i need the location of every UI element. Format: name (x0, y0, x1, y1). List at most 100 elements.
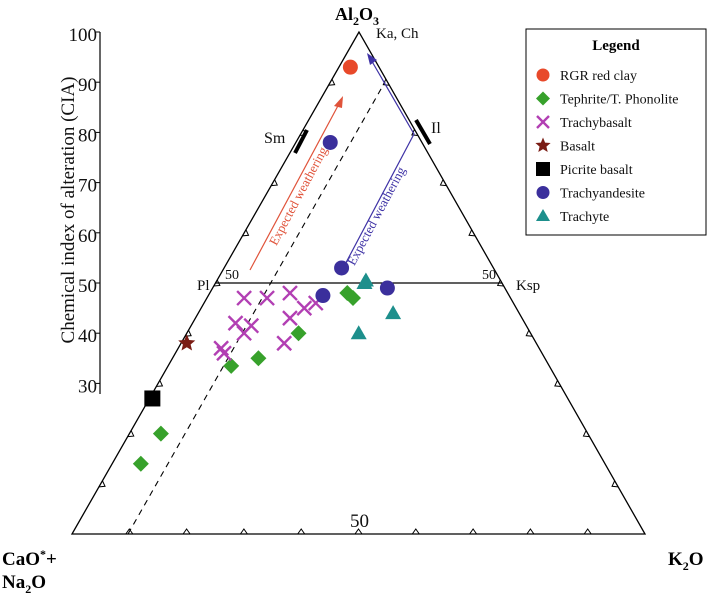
side-tick (242, 229, 250, 237)
data-point (213, 340, 230, 357)
data-point (296, 300, 313, 316)
red-arrow-shaft (249, 101, 341, 271)
data-point (276, 335, 293, 352)
data-point (282, 285, 298, 301)
legend-entry-label: Basalt (560, 140, 595, 155)
il-mark (414, 118, 432, 146)
side-tick (125, 528, 134, 535)
cia-tick-labels: 100 90 80 70 60 50 40 30 (69, 25, 100, 397)
data-point (152, 425, 169, 442)
side-tick (439, 179, 447, 187)
tick-layer (98, 78, 619, 535)
side-tick (127, 430, 135, 438)
side-tick (411, 129, 418, 136)
data-point (379, 280, 395, 296)
legend-entry-label: Tephrite/T. Phonolite (560, 93, 679, 108)
apex-al2o3-label: Al2O3 (335, 4, 379, 28)
cia-tick-label: 60 (78, 226, 97, 247)
data-point (223, 357, 240, 374)
legend-entry-label: RGR red clay (560, 69, 637, 84)
side-tick (468, 229, 476, 237)
data-point (350, 325, 367, 340)
side-tick (526, 528, 535, 535)
side-tick (583, 528, 592, 535)
side-tick (582, 430, 590, 438)
mineral-label-il: Il (431, 120, 441, 137)
side-tick (525, 329, 533, 337)
data-point (342, 59, 358, 75)
sm-mark (293, 129, 309, 154)
legend-entry-label: Trachyte (560, 210, 609, 225)
data-point (334, 260, 350, 276)
data-point (356, 275, 373, 289)
side-tick (297, 528, 306, 535)
apex-cao-na2o-label-line1: CaO*+ (2, 547, 57, 570)
side-tick (328, 78, 336, 86)
side-tick (182, 528, 191, 535)
cia-tick-label: 70 (78, 176, 97, 197)
ksp-side-50-label: 50 (482, 268, 496, 283)
mineral-label-ka-ch: Ka, Ch (376, 26, 419, 42)
data-point (290, 325, 307, 342)
data-point (345, 290, 362, 307)
legend-marker (536, 115, 550, 129)
data-points (132, 59, 402, 472)
legend-title: Legend (592, 38, 640, 54)
data-point (236, 290, 252, 306)
legend-entry-label: Picrite basalt (560, 163, 633, 178)
side-tick (98, 480, 106, 488)
side-tick (156, 380, 164, 387)
blue-arrow-label: Expected weathering (344, 164, 409, 268)
data-point (250, 350, 267, 367)
side-tick (469, 528, 478, 535)
legend-marker (536, 186, 550, 199)
apex-cao-na2o-label-line2: Na2O (2, 572, 46, 595)
cia-tick-label: 80 (78, 125, 97, 146)
side-tick (382, 78, 390, 86)
legend-marker (536, 209, 550, 221)
legend-marker (535, 137, 551, 152)
legend-marker (536, 68, 550, 82)
side-tick (354, 528, 363, 535)
red-weathering-arrow: Expected weathering (249, 96, 343, 271)
pl-side-50-label: 50 (225, 268, 239, 283)
reference-lines (127, 81, 432, 535)
cia-axis-label: Chemical index of alteration (CIA) (58, 77, 79, 344)
cia-tick-label: 40 (78, 326, 97, 347)
side-tick (239, 528, 248, 535)
mineral-label-sm: Sm (264, 130, 286, 147)
side-tick (611, 480, 619, 488)
red-arrow-head (334, 96, 343, 108)
legend: Legend RGR red clay Tephrite/T. Phonolite… (525, 28, 707, 236)
data-point (385, 305, 402, 320)
data-point (216, 345, 232, 362)
side-tick (496, 279, 504, 287)
cia-tick-label: 100 (69, 25, 98, 46)
data-point (282, 310, 298, 326)
data-point (178, 334, 196, 351)
data-point (132, 455, 149, 472)
blue-arrow-shaft (339, 57, 415, 275)
legend-entry-label: Trachybasalt (560, 116, 632, 131)
data-point (315, 288, 331, 304)
side-tick (271, 179, 278, 187)
side-tick (411, 528, 420, 535)
legend-marker (536, 91, 550, 106)
blue-weathering-arrow: Expected weathering (339, 53, 415, 275)
blue-arrow-head (367, 53, 377, 65)
legend-entries: RGR red clay Tephrite/T. Phonolite Trachyb… (535, 68, 679, 225)
dashed-weathering-line (127, 81, 386, 535)
legend-entry-label: Trachyandesite (560, 187, 645, 202)
mineral-label-pl: Pl (197, 278, 210, 294)
data-point (322, 134, 338, 150)
cia-tick-label: 90 (78, 75, 97, 96)
cia-tick-label: 30 (78, 376, 97, 397)
data-point (236, 325, 252, 342)
mineral-label-ksp: Ksp (516, 278, 540, 294)
legend-box (525, 28, 707, 236)
side-tick (213, 279, 221, 287)
side-tick (554, 380, 561, 387)
data-point (144, 390, 161, 407)
apex-k2o-label: K2O (668, 549, 704, 573)
